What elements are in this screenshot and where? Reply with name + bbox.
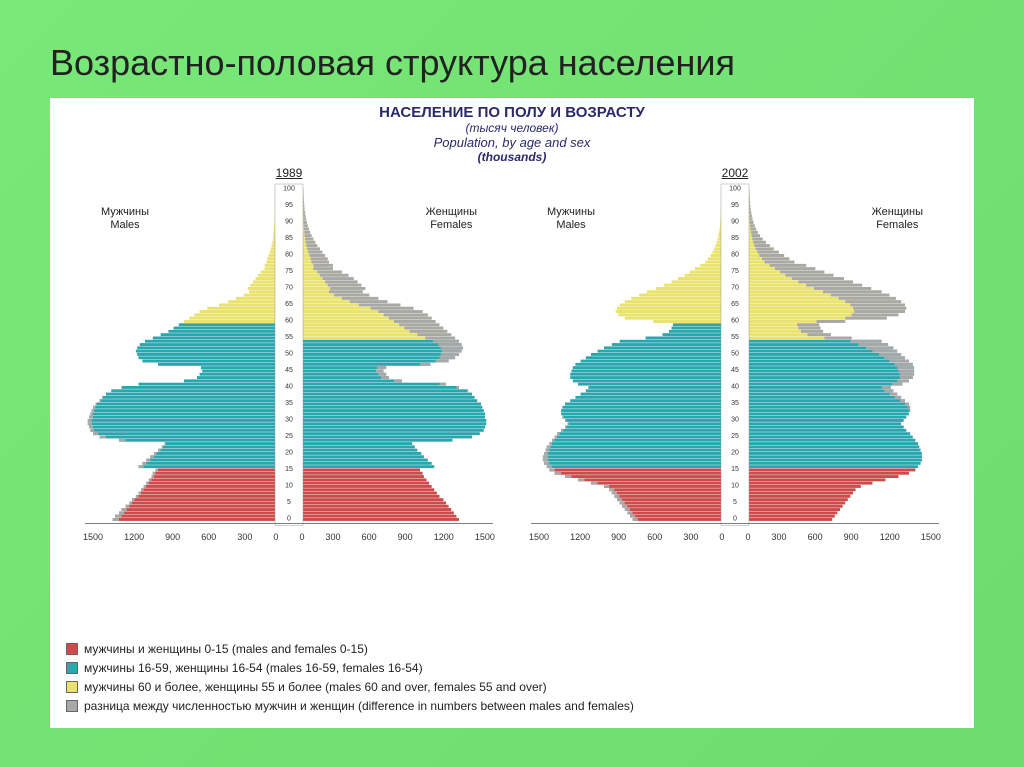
svg-text:0: 0 — [733, 515, 737, 522]
svg-text:10: 10 — [731, 482, 739, 489]
males-label: МужчиныMales — [547, 206, 595, 232]
legend-text: мужчины 60 и более, женщины 55 и более (… — [84, 678, 547, 696]
svg-text:90: 90 — [731, 218, 739, 225]
legend-swatch — [66, 643, 78, 655]
chart-title-line4: (thousands) — [50, 150, 974, 164]
legend-row: мужчины 16-59, женщины 16-54 (males 16-5… — [66, 659, 634, 677]
svg-text:70: 70 — [285, 284, 293, 291]
svg-text:100: 100 — [729, 185, 741, 192]
svg-text:95: 95 — [731, 202, 739, 209]
pyramid-year-label: 2002 — [722, 166, 749, 180]
x-axis-ticks: 150012009006003000030060090012001500 — [525, 532, 945, 542]
legend-row: мужчины и женщины 0-15 (males and female… — [66, 640, 634, 658]
svg-text:65: 65 — [285, 301, 293, 308]
chart-title-line1: НАСЕЛЕНИЕ ПО ПОЛУ И ВОЗРАСТУ — [50, 104, 974, 121]
svg-text:55: 55 — [285, 334, 293, 341]
females-label: ЖенщиныFemales — [426, 206, 477, 232]
svg-text:35: 35 — [731, 400, 739, 407]
svg-text:55: 55 — [731, 334, 739, 341]
chart-panel: НАСЕЛЕНИЕ ПО ПОЛУ И ВОЗРАСТУ (тысяч чело… — [50, 98, 974, 728]
svg-text:40: 40 — [285, 383, 293, 390]
svg-text:25: 25 — [731, 433, 739, 440]
legend: мужчины и женщины 0-15 (males and female… — [66, 640, 634, 716]
svg-text:95: 95 — [285, 202, 293, 209]
svg-text:50: 50 — [731, 350, 739, 357]
legend-swatch — [66, 681, 78, 693]
svg-text:85: 85 — [731, 235, 739, 242]
svg-text:70: 70 — [731, 284, 739, 291]
svg-text:60: 60 — [285, 317, 293, 324]
svg-text:35: 35 — [285, 400, 293, 407]
legend-swatch — [66, 662, 78, 674]
svg-text:80: 80 — [731, 251, 739, 258]
svg-text:50: 50 — [285, 350, 293, 357]
pyramids-row: 1989МужчиныMalesЖенщиныFemales0510152025… — [50, 170, 974, 542]
svg-text:0: 0 — [287, 515, 291, 522]
svg-text:80: 80 — [285, 251, 293, 258]
svg-text:30: 30 — [731, 416, 739, 423]
population-pyramid: 2002МужчиныMalesЖенщиныFemales0510152025… — [525, 170, 945, 542]
chart-title: НАСЕЛЕНИЕ ПО ПОЛУ И ВОЗРАСТУ (тысяч чело… — [50, 98, 974, 164]
svg-text:5: 5 — [287, 499, 291, 506]
svg-text:10: 10 — [285, 482, 293, 489]
svg-text:85: 85 — [285, 235, 293, 242]
chart-title-line3: Population, by age and sex — [50, 135, 974, 150]
svg-text:15: 15 — [731, 466, 739, 473]
svg-text:20: 20 — [285, 449, 293, 456]
population-pyramid: 1989МужчиныMalesЖенщиныFemales0510152025… — [79, 170, 499, 542]
legend-text: мужчины 16-59, женщины 16-54 (males 16-5… — [84, 659, 423, 677]
legend-text: мужчины и женщины 0-15 (males and female… — [84, 640, 368, 658]
svg-text:75: 75 — [285, 268, 293, 275]
females-label: ЖенщиныFemales — [872, 206, 923, 232]
svg-text:100: 100 — [283, 185, 295, 192]
slide-title: Возрастно-половая структура населения — [0, 0, 1024, 98]
svg-text:75: 75 — [731, 268, 739, 275]
svg-text:45: 45 — [731, 367, 739, 374]
svg-text:20: 20 — [731, 449, 739, 456]
svg-text:40: 40 — [731, 383, 739, 390]
legend-row: мужчины 60 и более, женщины 55 и более (… — [66, 678, 634, 696]
svg-text:25: 25 — [285, 433, 293, 440]
pyramid-year-label: 1989 — [276, 166, 303, 180]
svg-text:5: 5 — [733, 499, 737, 506]
svg-text:15: 15 — [285, 466, 293, 473]
legend-swatch — [66, 700, 78, 712]
legend-text: разница между численностью мужчин и женщ… — [84, 697, 634, 715]
legend-row: разница между численностью мужчин и женщ… — [66, 697, 634, 715]
svg-text:90: 90 — [285, 218, 293, 225]
chart-title-line2: (тысяч человек) — [50, 121, 974, 135]
svg-text:45: 45 — [285, 367, 293, 374]
svg-text:65: 65 — [731, 301, 739, 308]
svg-text:30: 30 — [285, 416, 293, 423]
svg-text:60: 60 — [731, 317, 739, 324]
x-axis-ticks: 150012009006003000030060090012001500 — [79, 532, 499, 542]
males-label: МужчиныMales — [101, 206, 149, 232]
